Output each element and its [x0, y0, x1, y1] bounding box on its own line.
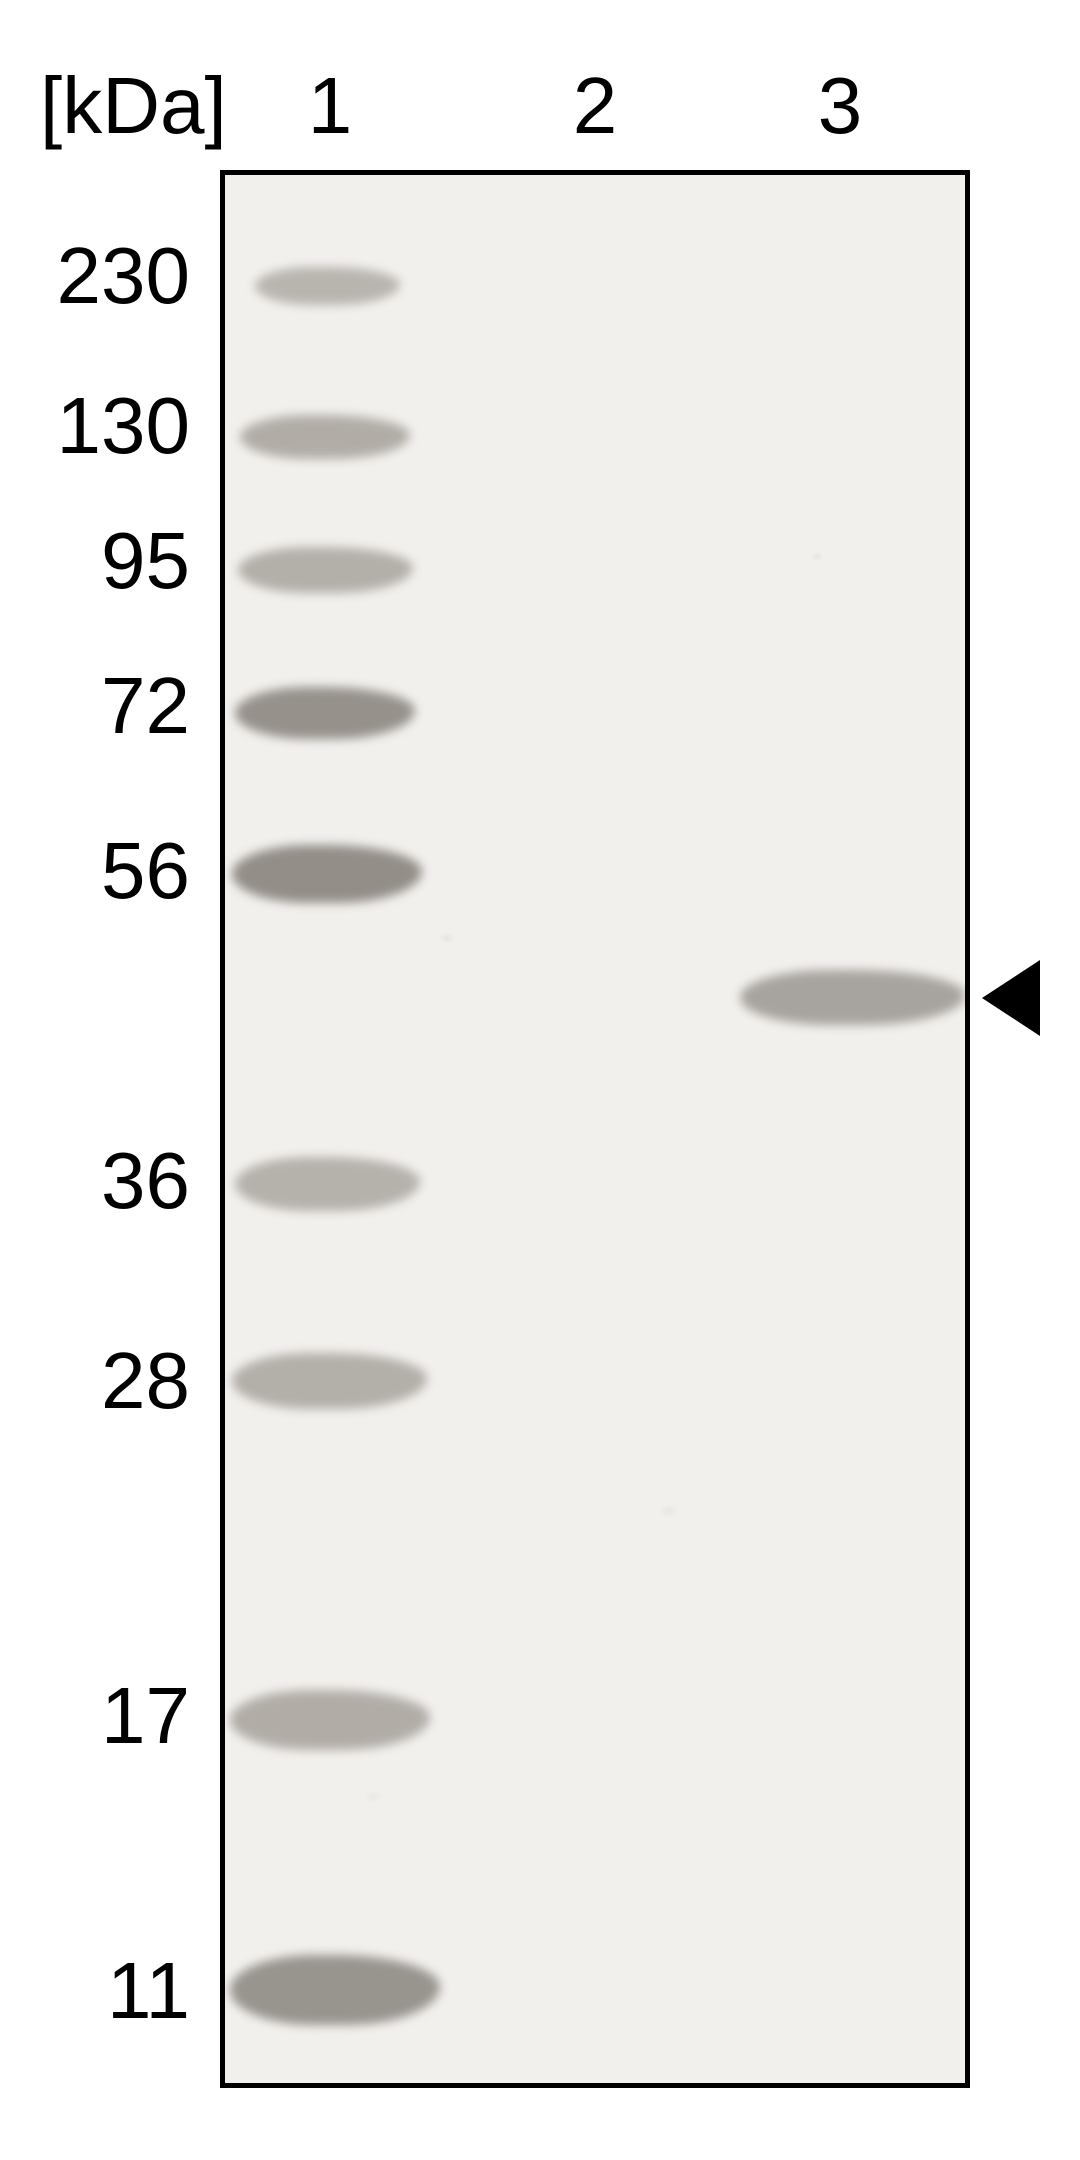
mw-label-95: 95 — [40, 515, 190, 607]
ladder-band-230 — [255, 267, 400, 305]
lane-label-2: 2 — [565, 60, 625, 152]
ladder-band-130 — [240, 415, 410, 459]
header-row: [kDa] 1 2 3 — [20, 40, 1060, 150]
lane-label-1: 1 — [300, 60, 360, 152]
ladder-band-36 — [235, 1157, 420, 1211]
lane-3 — [740, 175, 970, 2083]
ladder-band-17 — [230, 1690, 430, 1750]
ladder-band-72 — [235, 687, 415, 739]
target-arrow-icon — [982, 960, 1040, 1036]
lane-2 — [525, 175, 745, 2083]
mw-label-17: 17 — [40, 1670, 190, 1762]
ladder-band-56 — [232, 845, 422, 903]
mw-label-11: 11 — [40, 1945, 190, 2037]
ladder-band-95 — [238, 547, 413, 593]
target-band — [740, 970, 965, 1025]
mw-label-230: 230 — [40, 230, 190, 322]
mw-label-36: 36 — [40, 1135, 190, 1227]
mw-label-56: 56 — [40, 825, 190, 917]
lane-label-3: 3 — [810, 60, 870, 152]
blot-membrane — [220, 170, 970, 2088]
lane-1-ladder — [230, 175, 460, 2083]
mw-label-130: 130 — [40, 380, 190, 472]
western-blot-figure: [kDa] 1 2 3 230 130 95 72 56 36 28 17 11 — [20, 40, 1060, 2120]
mw-label-72: 72 — [40, 660, 190, 752]
ladder-band-28 — [232, 1353, 427, 1409]
mw-label-28: 28 — [40, 1335, 190, 1427]
unit-label: [kDa] — [40, 60, 227, 152]
ladder-band-11 — [230, 1955, 440, 2025]
